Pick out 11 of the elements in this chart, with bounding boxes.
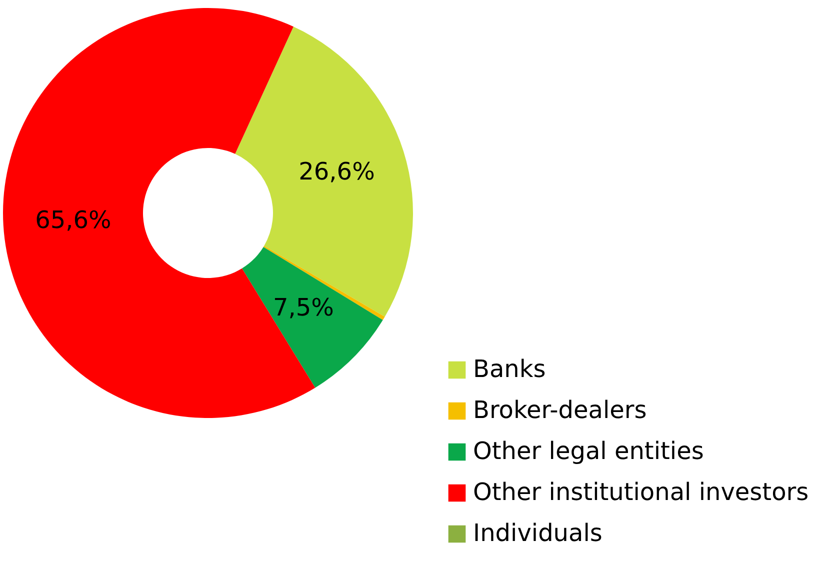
data-label: 7,5%: [273, 293, 334, 322]
donut-slice: [242, 246, 383, 388]
legend-label: Individuals: [473, 519, 602, 547]
legend-label: Broker-dealers: [473, 396, 647, 424]
legend-label: Other institutional investors: [473, 478, 809, 506]
data-label: 65,6%: [35, 206, 112, 234]
data-label: 26,6%: [298, 157, 375, 186]
donut-slice: [235, 26, 413, 317]
legend-label: Other legal entities: [473, 437, 704, 465]
donut-slice: [263, 246, 385, 320]
legend-label: Banks: [473, 355, 546, 383]
